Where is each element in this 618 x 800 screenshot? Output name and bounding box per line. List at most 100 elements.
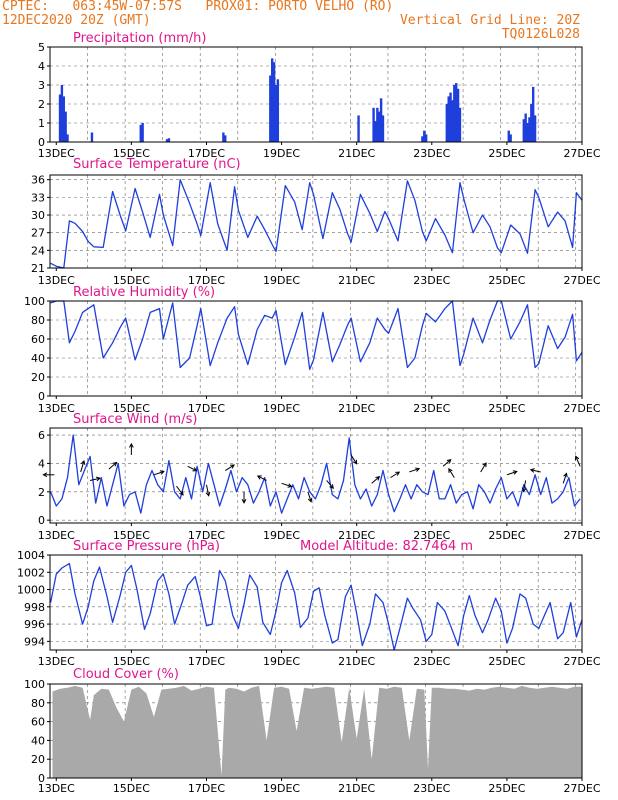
precip-bar <box>222 132 225 142</box>
y-tick-label: 24 <box>31 244 45 257</box>
wind-arrow <box>371 476 381 484</box>
x-tick-label: 25DEC <box>488 655 525 668</box>
y-tick-label: 0 <box>38 390 45 403</box>
precip-bar <box>269 75 272 142</box>
wind-arrow-head <box>230 464 235 469</box>
x-tick-label: 19DEC <box>263 655 300 668</box>
plot-frame <box>49 554 583 651</box>
header-line1: CPTEC: 063:45W-07:57S PROX01: PORTO VELH… <box>2 0 394 14</box>
wind-arrow <box>176 485 184 496</box>
y-tick-label: 998 <box>24 601 45 614</box>
wind-arrow-shaft <box>187 465 197 472</box>
panel-title: Precipitation (mm/h) <box>73 31 206 46</box>
wind-arrow-shaft <box>307 491 312 502</box>
precip-bar <box>62 96 65 142</box>
wind-arrow-head <box>192 467 198 472</box>
x-tick-label: 25DEC <box>488 147 525 160</box>
y-tick-label: 3 <box>38 79 45 92</box>
x-tick-label: 15DEC <box>113 402 150 415</box>
wind-arrow <box>521 480 527 493</box>
y-tick-label: 80 <box>31 697 45 710</box>
wind-arrow <box>241 491 247 504</box>
x-tick-label: 17DEC <box>188 402 225 415</box>
x-tick-label: 23DEC <box>413 274 450 287</box>
y-tick-label: 2 <box>38 98 45 111</box>
wind-arrow-shaft <box>562 473 567 484</box>
x-tick-label: 19DEC <box>263 402 300 415</box>
wind-arrow <box>326 480 334 489</box>
x-tick-label: 15DEC <box>113 274 150 287</box>
wind-arrow-head <box>42 472 48 478</box>
y-tick-label: 4 <box>38 457 45 470</box>
wind-arrow <box>562 472 568 484</box>
plot-frame <box>49 683 583 779</box>
precip-bar <box>451 100 454 142</box>
x-tick-label: 23DEC <box>413 655 450 668</box>
y-tick-label: 0 <box>38 514 45 527</box>
x-tick-label: 13DEC <box>38 274 75 287</box>
wind-arrow <box>205 484 211 497</box>
precip-bar <box>165 139 169 142</box>
precip-bar <box>449 92 452 142</box>
panel-title: Cloud Cover (%) <box>73 667 179 682</box>
x-tick-label: 19DEC <box>263 782 300 795</box>
wind-arrow <box>448 467 455 478</box>
x-tick-label: 25DEC <box>488 782 525 795</box>
precip-bar <box>60 85 64 142</box>
x-tick-label: 13DEC <box>38 655 75 668</box>
panel-title: Surface Wind (m/s) <box>73 412 197 427</box>
precip-bar <box>445 104 449 142</box>
precip-bar <box>522 119 525 142</box>
precip-bar <box>64 111 67 142</box>
x-tick-label: 27DEC <box>563 147 600 160</box>
wind-arrow-shaft <box>205 484 210 496</box>
y-tick-label: 2 <box>38 486 45 499</box>
panel-title: Surface Pressure (hPa) <box>73 539 220 554</box>
precip-bar <box>447 96 450 142</box>
y-tick-label: 30 <box>31 209 45 222</box>
wind-arrow-shaft <box>409 468 420 473</box>
y-tick-label: 40 <box>31 734 45 747</box>
panel-rh: 0 20 40 60 80 100 13DEC 15DEC 17DEC 19DEC 21DEC 23D… <box>24 285 601 415</box>
x-tick-label: 19DEC <box>263 147 300 160</box>
precip-bar <box>507 130 510 142</box>
x-tick-label: 21DEC <box>338 782 375 795</box>
wind-arrow-head <box>129 442 134 448</box>
wind-arrow <box>409 467 421 473</box>
wind-arrow-shaft <box>506 471 517 476</box>
wind-arrow <box>80 459 86 473</box>
wind-arrow-head <box>241 499 247 504</box>
precip-bar <box>274 85 278 142</box>
wind-arrow-head <box>446 459 452 464</box>
y-tick-label: 1002 <box>17 566 45 579</box>
precip-bar <box>381 115 385 142</box>
plot-area <box>50 47 582 142</box>
precip-bar <box>421 136 424 142</box>
precip-bar <box>379 98 383 142</box>
precip-bar <box>524 113 527 142</box>
plot-frame <box>49 174 583 269</box>
wind-arrow-shaft <box>442 459 452 467</box>
wind-arrow-shaft <box>153 471 164 476</box>
precip-bar <box>455 83 458 142</box>
y-tick-label: 60 <box>31 333 45 346</box>
wind-arrow-head <box>112 461 118 467</box>
x-tick-label: 23DEC <box>413 147 450 160</box>
wind-arrow-shaft <box>390 471 400 479</box>
x-tick-label: 17DEC <box>188 274 225 287</box>
wind-arrow-head <box>307 497 313 503</box>
precip-bar <box>66 134 69 142</box>
wind-arrow-head <box>529 468 535 473</box>
plot-frame <box>49 46 583 143</box>
x-tick-label: 21DEC <box>338 147 375 160</box>
y-tick-label: 33 <box>31 191 45 204</box>
wind-arrow <box>281 482 293 488</box>
wind-arrow-head <box>375 476 381 481</box>
wind-arrow <box>224 464 235 471</box>
header-date: 12DEC2020 20Z (GMT) <box>2 13 151 28</box>
y-tick-label: 27 <box>31 227 45 240</box>
precip-bar <box>378 111 381 142</box>
x-tick-label: 13DEC <box>38 782 75 795</box>
wind-arrow-head <box>512 470 518 475</box>
x-tick-label: 17DEC <box>188 529 225 542</box>
